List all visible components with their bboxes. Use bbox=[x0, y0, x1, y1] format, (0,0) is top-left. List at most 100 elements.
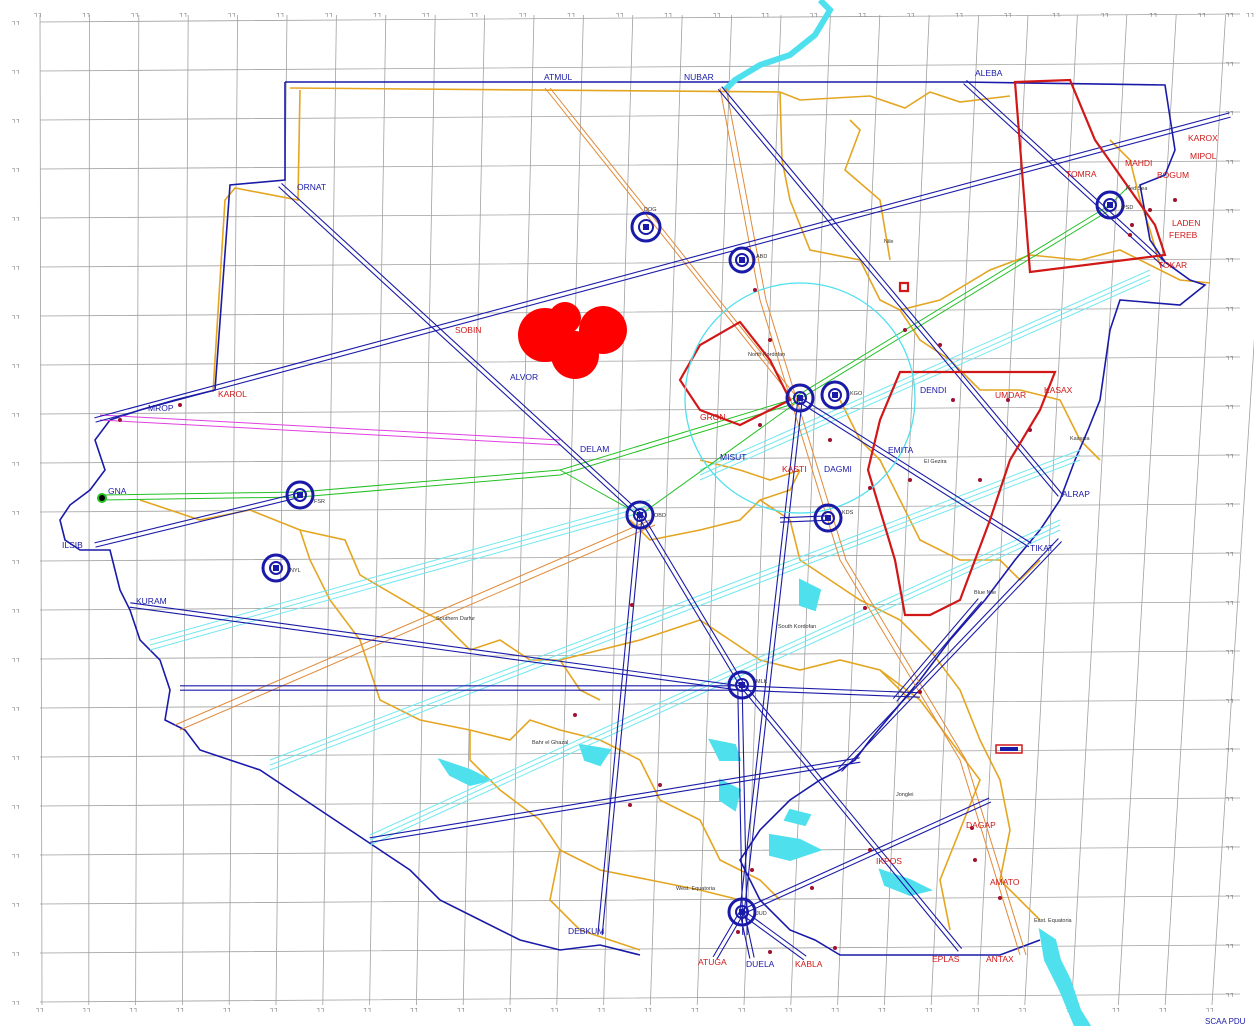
navaid-abd-icon[interactable]: ABD bbox=[728, 246, 767, 274]
navaid-label: ABD bbox=[756, 254, 767, 260]
navaid-mlk-icon[interactable]: MLK bbox=[727, 670, 768, 700]
region-jonglei: Jonglei bbox=[896, 792, 913, 798]
reporting-dot bbox=[628, 803, 632, 807]
waypoint-kasax[interactable]: KASAX bbox=[1044, 385, 1073, 395]
gna-point-icon[interactable] bbox=[97, 493, 107, 503]
reporting-dot bbox=[951, 398, 955, 402]
region-south-kordofan: South Kordofan bbox=[778, 624, 816, 630]
grid-tick: ┐┐ bbox=[12, 656, 21, 662]
airway-segment bbox=[739, 685, 921, 698]
navaid-dog-icon[interactable]: DOG bbox=[630, 207, 662, 243]
navaid-jud-icon[interactable]: JUD bbox=[727, 897, 767, 927]
waypoint-laden[interactable]: LADEN bbox=[1172, 218, 1200, 228]
waypoint-ornat[interactable]: ORNAT bbox=[297, 182, 326, 192]
navaid-label: NYL bbox=[290, 568, 301, 574]
grid-tick: ┐┐ bbox=[1226, 648, 1235, 654]
navaid-pso-icon[interactable]: PSD bbox=[1095, 190, 1133, 220]
airway-segment bbox=[740, 909, 807, 961]
airway-segment bbox=[739, 399, 803, 913]
waypoint-gron[interactable]: GRON bbox=[700, 412, 726, 422]
waypoint-kuram[interactable]: KURAM bbox=[136, 596, 167, 606]
waypoint-gna[interactable]: GNA bbox=[108, 486, 127, 496]
waypoint-ikpos[interactable]: IKPOS bbox=[876, 856, 902, 866]
navaid-label: KDS bbox=[842, 510, 854, 516]
cyan-routes bbox=[149, 269, 1151, 846]
grid-tick: ┐┐ bbox=[180, 11, 189, 17]
region-red-sea: Red Sea bbox=[1126, 186, 1148, 192]
waypoint-debkum[interactable]: DEBKUM bbox=[568, 926, 604, 936]
waypoint-alrap[interactable]: ALRAP bbox=[1062, 489, 1090, 499]
grid-tick: ┐┐ bbox=[457, 1006, 466, 1012]
grid-tick: ┐┐ bbox=[616, 11, 625, 17]
grid-tick: ┐┐ bbox=[1226, 452, 1235, 458]
airway-segment bbox=[129, 602, 741, 691]
navaid-obd-icon[interactable]: OBD bbox=[625, 500, 666, 530]
grid-tick: ┐┐ bbox=[568, 11, 577, 17]
reporting-dot bbox=[868, 486, 872, 490]
waypoint-mipol[interactable]: MIPOL bbox=[1190, 151, 1217, 161]
region-southern-darfur: Southern Darfur bbox=[436, 616, 475, 622]
grid-tick: ┐┐ bbox=[1226, 599, 1235, 605]
waypoint-dagap[interactable]: DAGAP bbox=[966, 820, 996, 830]
region-nile: Nile bbox=[884, 239, 893, 245]
navaids: DOG ABD KGO PSD FSR NYL OBD bbox=[97, 190, 1133, 927]
waypoint-karox[interactable]: KAROX bbox=[1188, 133, 1218, 143]
waypoint-dagmi[interactable]: DAGMI bbox=[824, 464, 852, 474]
navaid-kha-icon[interactable] bbox=[785, 383, 815, 413]
grid-tick: ┐┐ bbox=[1226, 697, 1235, 703]
waypoint-delam[interactable]: DELAM bbox=[580, 444, 609, 454]
waypoint-kabla[interactable]: KABLA bbox=[795, 959, 823, 969]
waypoint-karol[interactable]: KAROL bbox=[218, 389, 247, 399]
grid-tick: ┐┐ bbox=[130, 1006, 139, 1012]
waypoint-umdar[interactable]: UMDAR bbox=[995, 390, 1026, 400]
grid-tick: ┐┐ bbox=[1198, 11, 1207, 17]
grid-tick: ┐┐ bbox=[738, 1006, 747, 1012]
grid-tick: ┐┐ bbox=[317, 1006, 326, 1012]
navaid-kgo-icon[interactable]: KGO bbox=[820, 380, 863, 410]
waypoint-duela[interactable]: DUELA bbox=[746, 959, 775, 969]
grid-tick: ┐┐ bbox=[325, 11, 334, 17]
grid-tick: ┐┐ bbox=[878, 1006, 887, 1012]
airway-segment bbox=[717, 86, 1063, 497]
waypoint-bogum[interactable]: BOGUM bbox=[1157, 170, 1189, 180]
grid-tick: ┐┐ bbox=[598, 1006, 607, 1012]
grid-tick: ┐┐ bbox=[785, 1006, 794, 1012]
navaid-nyl-icon[interactable]: NYL bbox=[261, 553, 301, 583]
grid-tick: ┐┐ bbox=[1226, 60, 1235, 66]
waypoint-eplas[interactable]: EPLAS bbox=[932, 954, 960, 964]
airway-segment bbox=[838, 538, 1062, 772]
navaid-kds-icon[interactable]: KDS bbox=[813, 503, 854, 533]
airways bbox=[94, 79, 1231, 961]
waypoint-amato[interactable]: AMATO bbox=[990, 877, 1020, 887]
waypoint-fereb[interactable]: FEREB bbox=[1169, 230, 1198, 240]
airway-segment bbox=[798, 397, 1032, 548]
pink-route bbox=[99, 414, 561, 446]
navaid-label: DOG bbox=[644, 207, 657, 213]
navaid-fsr-icon[interactable]: FSR bbox=[285, 480, 325, 510]
waypoint-tomra[interactable]: TOMRA bbox=[1066, 169, 1097, 179]
airway-segment bbox=[637, 513, 748, 692]
waypoint-mrop[interactable]: MROP bbox=[148, 403, 174, 413]
waypoint-misut[interactable]: MISUT bbox=[720, 452, 746, 462]
waypoint-tokar[interactable]: TOKAR bbox=[1158, 260, 1187, 270]
reporting-dot bbox=[573, 713, 577, 717]
waypoint-dendi[interactable]: DENDI bbox=[920, 385, 946, 395]
grid-tick: ┐┐ bbox=[374, 11, 383, 17]
waypoint-mahdi[interactable]: MAHDI bbox=[1125, 158, 1152, 168]
waypoint-ilsib[interactable]: ILSIB bbox=[62, 540, 83, 550]
waypoint-emita[interactable]: EMITA bbox=[888, 445, 914, 455]
waypoint-aleba[interactable]: ALEBA bbox=[975, 68, 1003, 78]
reporting-dot bbox=[750, 868, 754, 872]
grid-tick: ┐┐ bbox=[1226, 501, 1235, 507]
waypoint-sobin[interactable]: SOBIN bbox=[455, 325, 481, 335]
waypoint-atmul[interactable]: ATMUL bbox=[544, 72, 572, 82]
waypoint-kasti[interactable]: KASTI bbox=[782, 464, 807, 474]
waypoint-alvor[interactable]: ALVOR bbox=[510, 372, 538, 382]
waypoint-antax[interactable]: ANTAX bbox=[986, 954, 1014, 964]
grid-tick: ┐┐ bbox=[1226, 550, 1235, 556]
grid-tick: ┐┐ bbox=[1226, 207, 1235, 213]
waypoint-atuga[interactable]: ATUGA bbox=[698, 957, 727, 967]
grid-tick: ┐┐ bbox=[12, 215, 21, 221]
waypoint-nubar[interactable]: NUBAR bbox=[684, 72, 714, 82]
waypoint-tikat[interactable]: TIKAT bbox=[1030, 543, 1053, 553]
